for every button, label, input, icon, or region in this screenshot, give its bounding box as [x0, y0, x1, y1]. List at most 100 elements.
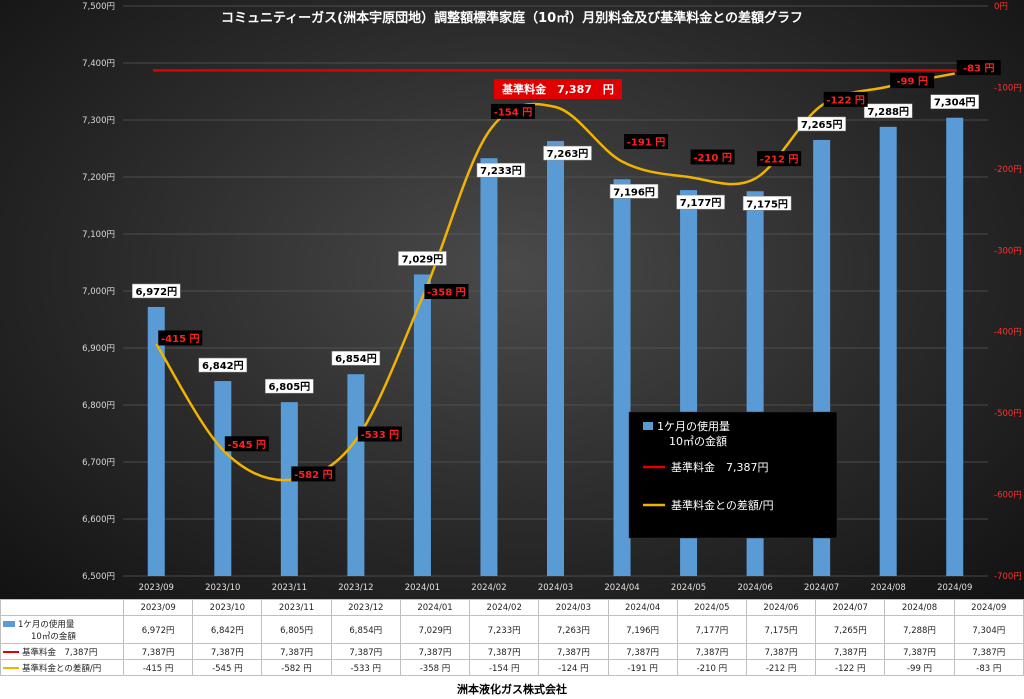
diff-value-label: -122 円: [826, 94, 865, 106]
diff-value-label: -358 円: [427, 287, 466, 299]
table-cell: -545 円: [192, 659, 263, 676]
table-cell: 7,233円: [469, 615, 540, 644]
diff-value-label: -210 円: [693, 152, 732, 164]
x-axis-tick: 2024/03: [538, 583, 573, 593]
diff-value-label: -212 円: [760, 154, 799, 166]
bar-value-label-box: [398, 251, 447, 266]
right-axis-tick: -500円: [994, 409, 1022, 419]
bar: [147, 306, 165, 576]
table-cell: 7,177円: [676, 615, 747, 644]
bar-value-label-box: [543, 145, 592, 161]
bar-value-label-box: [198, 357, 248, 373]
table-cell: -358 円: [399, 659, 471, 676]
table-cell: -582 円: [261, 659, 332, 676]
right-axis-tick: -100円: [994, 83, 1022, 93]
table-cell: -210 円: [676, 659, 747, 676]
diff-value-label: -83 円: [963, 63, 995, 75]
table-cell: 7,387円: [953, 643, 1024, 660]
bar-value-label: 7,175円: [746, 198, 788, 210]
table-cell: -191 円: [607, 659, 678, 676]
x-axis-tick: 2024/04: [604, 583, 639, 593]
diff-value-label-box: [357, 426, 402, 442]
x-axis-tick: 2024/06: [737, 583, 772, 593]
left-axis-tick: 7,200円: [82, 173, 115, 183]
bar-value-label-box: [863, 103, 913, 119]
table-cell: -415 円: [122, 659, 194, 676]
diff-value-label: -533 円: [361, 429, 400, 441]
bar-value-label-box: [797, 116, 846, 132]
table-row-label-base: 基準料金 7,387円: [22, 647, 98, 658]
table-cell: 7,175円: [745, 615, 817, 644]
diff-value-label: -191 円: [627, 137, 666, 149]
base-price-annotation-box: [494, 79, 622, 99]
bar-value-label: 7,288円: [867, 106, 909, 118]
diff-value-label-box: [890, 73, 935, 89]
table-cell: -533 円: [330, 659, 401, 676]
bar-value-label: 6,854円: [335, 353, 377, 365]
left-axis-tick: 7,500円: [82, 2, 115, 12]
table-cell: -212 円: [745, 659, 817, 676]
bar: [879, 126, 897, 576]
table-header-cell: 2023/09: [122, 599, 194, 616]
bar: [280, 402, 298, 576]
table-cell: 7,387円: [745, 643, 817, 660]
diff-value-label-box: [424, 284, 469, 300]
diff-value-label-box: [956, 60, 1001, 76]
left-axis-tick: 6,700円: [82, 458, 115, 468]
table-cell: 6,842円: [192, 615, 263, 644]
bar-value-label: 7,233円: [480, 165, 522, 177]
table-cell: 7,387円: [607, 643, 678, 660]
table-cell: -122 円: [815, 659, 886, 676]
bar-value-label: 7,029円: [402, 253, 444, 265]
table-header-cell: 2024/01: [399, 599, 471, 616]
table-line-swatch: [3, 667, 19, 669]
table-row-label-usage: 1ケ月の使用量: [18, 619, 75, 630]
right-axis-tick: 0円: [994, 2, 1008, 12]
bar-value-label: 7,263円: [547, 148, 589, 160]
bar-value-label-box: [742, 196, 792, 211]
diff-value-label-box: [690, 149, 735, 165]
right-axis-tick: -600円: [994, 491, 1022, 501]
table-header-cell: 2023/12: [330, 599, 401, 616]
bar: [413, 274, 431, 576]
bar-value-label: 6,805円: [269, 381, 311, 393]
table-line-swatch: [3, 651, 19, 653]
bar-value-label-box: [676, 194, 725, 210]
bar-value-label-box: [132, 283, 181, 299]
diff-value-label-box: [757, 151, 802, 167]
left-axis-tick: 7,400円: [82, 59, 115, 69]
x-axis-tick: 2024/02: [471, 583, 506, 593]
diff-value-label-box: [158, 330, 203, 346]
x-axis-tick: 2024/09: [937, 583, 972, 593]
table-cell: 7,387円: [815, 643, 886, 660]
left-axis-tick: 6,600円: [82, 515, 115, 525]
table-row-label-cell: 基準料金との差額/円: [0, 659, 124, 676]
legend-label-diff: 基準料金との差額/円: [671, 498, 774, 512]
bar-value-label-box: [265, 378, 314, 394]
company-footer: 洲本液化ガス株式会社: [457, 683, 567, 696]
bar: [613, 179, 631, 576]
x-axis-tick: 2024/05: [671, 583, 706, 593]
table-cell: 7,387円: [330, 643, 401, 660]
table-cell: -99 円: [884, 659, 955, 676]
table-cell: 7,265円: [815, 615, 886, 644]
bar: [547, 141, 564, 576]
legend-label-usage: 1ケ月の使用量: [657, 420, 730, 433]
right-axis-tick: -300円: [994, 246, 1022, 256]
table-cell: 7,387円: [538, 643, 609, 660]
table-row-base: 基準料金 7,387円 7,387円 7,387円 7,387円 7,387円 7,387…: [0, 643, 1024, 660]
table-cell: 6,805円: [261, 615, 332, 644]
bar-value-label-box: [609, 184, 659, 199]
table-header-cell: 2024/07: [815, 599, 886, 616]
table-cell: 7,387円: [192, 643, 263, 660]
bar: [214, 381, 232, 576]
diff-value-label-box: [224, 436, 269, 452]
left-axis-tick: 6,500円: [82, 572, 115, 582]
table-cell: 7,387円: [676, 643, 747, 660]
table-row-label-cell: 基準料金 7,387円: [0, 643, 124, 660]
table-cell: -124 円: [538, 659, 609, 676]
table-row-label-usage-2: 10㎥の金額: [31, 631, 76, 642]
legend-label-usage-2: 10㎥の金額: [669, 434, 727, 448]
x-axis-tick: 2024/08: [871, 583, 906, 593]
